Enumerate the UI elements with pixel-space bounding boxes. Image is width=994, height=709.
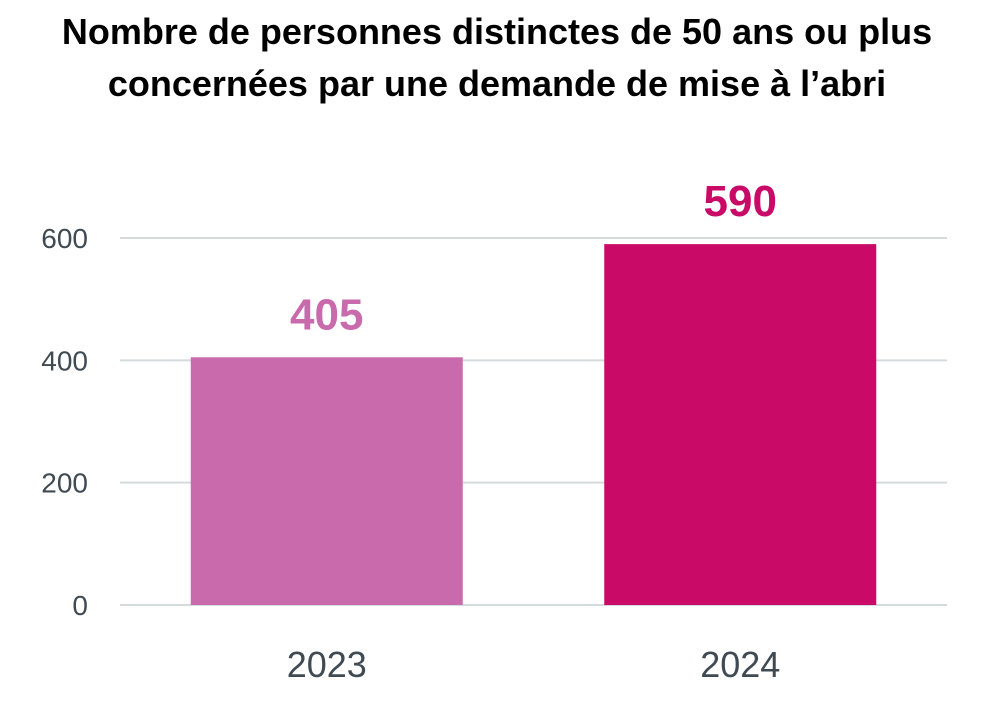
x-category-label: 2024	[700, 644, 780, 685]
chart-title-line-1: Nombre de personnes distinctes de 50 ans…	[61, 11, 933, 52]
y-axis-ticks: 0 200 400 600	[41, 223, 88, 621]
y-tick-label: 0	[72, 590, 88, 621]
bar-2023	[190, 357, 463, 605]
bars	[190, 244, 877, 605]
y-tick-label: 400	[41, 345, 88, 376]
data-label-2024: 590	[704, 177, 777, 226]
chart-title: Nombre de personnes distinctes de 50 ans…	[0, 6, 994, 110]
x-axis-categories: 2023 2024	[287, 644, 781, 685]
x-category-label: 2023	[287, 644, 367, 685]
y-tick-label: 600	[41, 223, 88, 254]
chart-title-line-2: concernées par une demande de mise à l’a…	[107, 63, 887, 104]
value-labels: 405 590	[290, 177, 777, 339]
y-tick-label: 200	[41, 468, 88, 499]
data-label-2023: 405	[290, 290, 363, 339]
bar-2024	[604, 244, 877, 605]
